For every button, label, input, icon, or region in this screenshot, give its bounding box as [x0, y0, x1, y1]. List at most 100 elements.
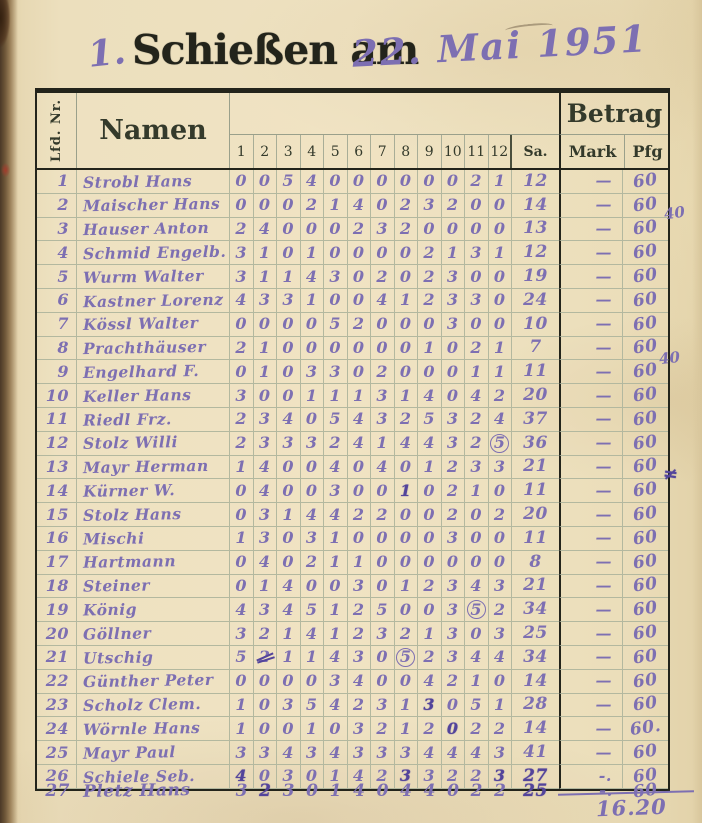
score-cell: 3	[493, 575, 506, 595]
score-cell: 4	[493, 647, 506, 667]
score-cell: 0	[470, 195, 483, 215]
score-cell: 3	[235, 242, 248, 262]
pfg-value: 60	[631, 240, 660, 264]
mark-value: —	[595, 504, 612, 524]
score-cell: 4	[400, 780, 413, 801]
score-cell: 0	[352, 290, 365, 310]
score-cell: 0	[282, 671, 295, 691]
row-number: 4	[57, 242, 69, 262]
score-cell: 5	[305, 694, 318, 714]
row-sum: 20	[523, 504, 548, 525]
table-row: 26 Schiele Seb. 4 0 3 0 1 4 2 3 3 2 2 3 27 -. 60	[37, 764, 668, 789]
score-cell: 2	[423, 718, 436, 738]
score-cell: 0	[329, 290, 342, 310]
table-row: 21 Utschig 5 2 1 1 4 3 0 5 2 3 4 4 34—60	[37, 645, 668, 670]
score-cell: 0	[470, 552, 483, 572]
shot-col-4: 4	[301, 135, 324, 168]
score-cell: 0	[329, 242, 342, 262]
pfg-value: 60	[631, 288, 660, 312]
mark-value: —	[595, 242, 612, 262]
shot-col-3: 3	[277, 135, 301, 168]
score-cell: 0	[235, 171, 248, 191]
score-cell: 1	[399, 575, 412, 595]
shooter-name: Wörnle Hans	[82, 717, 201, 739]
score-cell: 0	[258, 766, 271, 786]
score-cell: 2	[399, 623, 412, 643]
shooter-name: Hauser Anton	[82, 218, 210, 240]
score-cell: 2	[329, 433, 342, 453]
score-cell: 1	[470, 671, 483, 691]
score-cell: 4	[305, 266, 318, 286]
score-cell: 2	[423, 290, 436, 310]
score-cell: 0	[282, 456, 295, 476]
score-cell: 0	[376, 647, 389, 667]
table-row: 12 Stolz Willi 2 3 3 3 2 4 1 4 4 3 2 5 36—60	[37, 431, 668, 456]
score-cell: 4	[470, 647, 483, 667]
title-printed-label: Schießen am	[132, 26, 419, 74]
score-cell: 0	[306, 780, 319, 801]
score-cell: 0	[376, 671, 389, 691]
score-cell: 3	[493, 456, 506, 476]
score-cell: 3	[423, 766, 436, 786]
score-cell: 0	[493, 218, 506, 238]
row-number: 14	[45, 480, 69, 500]
score-cell: 3	[446, 528, 459, 548]
score-cell: 2	[446, 504, 459, 524]
row-number: 23	[45, 694, 69, 714]
score-cell: 0	[282, 552, 295, 572]
shooter-name: Strobl Hans	[82, 170, 193, 192]
score-cell: 4	[258, 552, 271, 572]
mark-pfg-headers: Mark Pfg	[559, 135, 668, 168]
score-cell: 4	[352, 195, 365, 215]
score-cell: 2	[352, 314, 365, 334]
score-cell: 0	[399, 671, 412, 691]
score-cell: 0	[376, 171, 389, 191]
mark-value: —	[595, 409, 612, 429]
score-cell: 3	[258, 742, 271, 762]
score-cell: 3	[423, 195, 436, 215]
pfg-value: 60	[631, 312, 660, 336]
score-cell: 0	[305, 456, 318, 476]
score-cell: 0	[493, 480, 506, 500]
score-cell: 0	[423, 171, 436, 191]
score-cell: 3	[282, 766, 295, 786]
score-cell: 4	[258, 480, 271, 500]
score-cell: 2	[352, 694, 365, 714]
score-cell: 1	[470, 361, 483, 381]
score-cell: 0	[235, 361, 248, 381]
score-cell: 0	[282, 218, 295, 238]
mark-value: —	[595, 599, 612, 619]
mark-value: —	[595, 433, 612, 453]
shooter-name: Engelhard F.	[82, 361, 200, 383]
pfg-value: 60	[631, 573, 660, 598]
shooter-name: Schmid Engelb.	[82, 241, 227, 264]
row-number: 5	[57, 266, 69, 286]
score-cell: 1	[423, 456, 436, 476]
row-sum: 21	[523, 575, 548, 596]
row-sum: 12	[523, 242, 548, 263]
score-cell: 1	[258, 337, 271, 357]
score-cell: 0	[493, 195, 506, 215]
column-header-sa: Sa.	[523, 143, 548, 160]
score-cell: 4	[282, 575, 295, 595]
score-cell: 1	[493, 242, 506, 262]
mark-value: —	[595, 575, 612, 595]
score-cell: 2	[470, 409, 483, 429]
score-cell: 3	[258, 528, 271, 548]
margin-note-40a: 40	[662, 202, 687, 224]
score-cell: 3	[446, 433, 459, 453]
score-cell: 1	[235, 718, 248, 738]
score-cell: 0	[282, 480, 295, 500]
score-cell: 1	[399, 290, 412, 310]
score-cell: 3	[376, 385, 389, 405]
score-cell: 4	[282, 409, 295, 429]
score-cell: 0	[399, 171, 412, 191]
shooter-name: Maischer Hans	[82, 194, 221, 216]
score-cell: 4	[305, 623, 318, 643]
score-cell: 0	[376, 314, 389, 334]
mark-value: —	[595, 742, 612, 762]
row-sum: 14	[523, 194, 548, 215]
score-cell: 1	[329, 599, 342, 619]
score-cell: 3	[305, 361, 318, 381]
score-cell: 0	[258, 314, 271, 334]
